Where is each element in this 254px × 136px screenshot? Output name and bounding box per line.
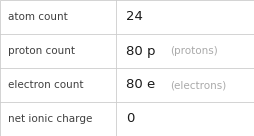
Text: (electrons): (electrons) xyxy=(170,80,226,90)
Text: 80 p: 80 p xyxy=(126,44,155,58)
FancyBboxPatch shape xyxy=(0,0,116,34)
Text: net ionic charge: net ionic charge xyxy=(8,114,92,124)
FancyBboxPatch shape xyxy=(116,34,254,68)
Text: proton count: proton count xyxy=(8,46,75,56)
FancyBboxPatch shape xyxy=(116,102,254,136)
FancyBboxPatch shape xyxy=(0,34,116,68)
Text: 24: 24 xyxy=(126,10,142,24)
Text: (protons): (protons) xyxy=(170,46,218,56)
FancyBboxPatch shape xyxy=(116,0,254,34)
Text: electron count: electron count xyxy=(8,80,83,90)
FancyBboxPatch shape xyxy=(116,68,254,102)
Text: atom count: atom count xyxy=(8,12,67,22)
Text: 0: 0 xyxy=(126,112,134,126)
FancyBboxPatch shape xyxy=(0,68,116,102)
FancyBboxPatch shape xyxy=(0,102,116,136)
Text: 80 e: 80 e xyxy=(126,78,155,92)
